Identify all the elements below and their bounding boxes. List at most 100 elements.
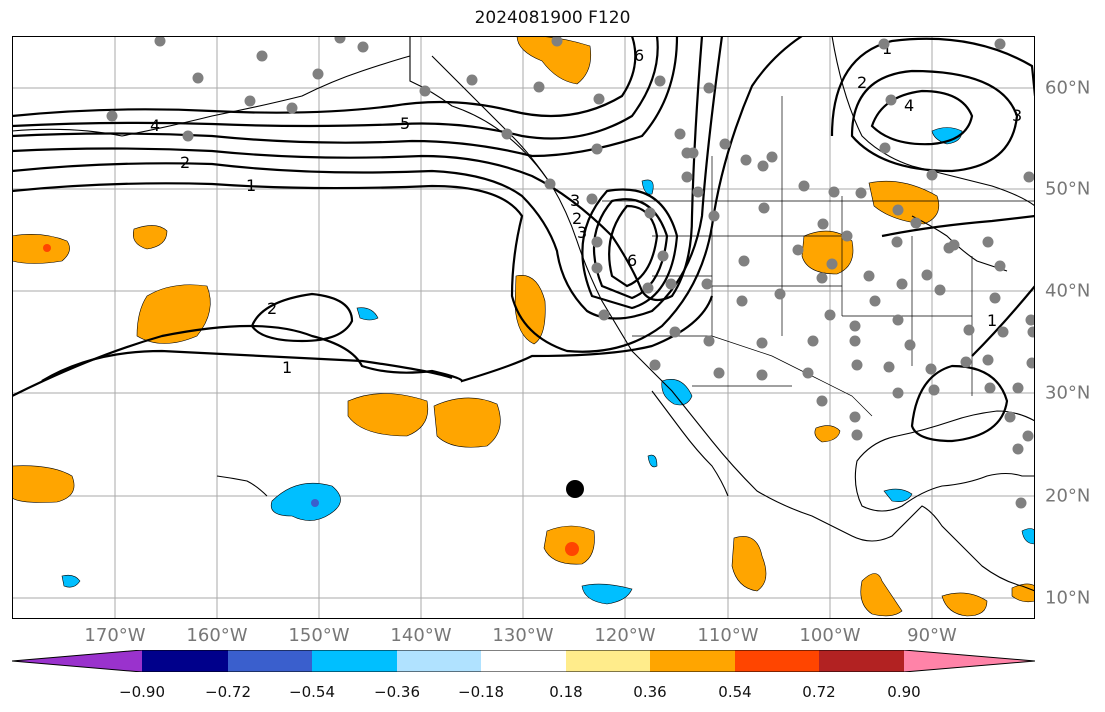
negative-anomaly-core — [311, 499, 319, 507]
colorbar-tick-label: −0.90 — [119, 683, 165, 701]
colorbar — [12, 650, 1035, 672]
positive-anomaly-patch — [731, 536, 767, 592]
contour-label: 4 — [904, 96, 914, 115]
contour-line — [12, 295, 714, 397]
negative-anomaly-patch — [641, 179, 654, 195]
contour-label: 6 — [634, 46, 644, 65]
contour-line — [250, 292, 354, 343]
colorbar-tick-label: 0.36 — [633, 683, 667, 701]
lon-label: 150°W — [288, 625, 350, 646]
negative-anomaly-patch — [883, 488, 913, 502]
contour-line — [581, 188, 679, 310]
contour-label: 2 — [180, 153, 190, 172]
contour-line — [12, 36, 679, 158]
colorbar-bin — [735, 650, 819, 672]
lon-label: 170°W — [84, 625, 146, 646]
north-america-coast — [409, 36, 1035, 592]
lon-label: 140°W — [390, 625, 452, 646]
contour-label: 1 — [987, 311, 997, 330]
positive-anomaly-patch — [516, 36, 591, 85]
contour-line — [850, 69, 1019, 173]
lon-label: 110°W — [697, 625, 759, 646]
positive-anomaly-patch — [347, 393, 429, 437]
contour-label: 3 — [570, 191, 580, 210]
colorbar-tick-label: −0.18 — [458, 683, 504, 701]
station-markers — [106, 36, 1035, 509]
lon-label: 120°W — [594, 625, 656, 646]
baja-california — [651, 390, 729, 497]
positive-anomaly-patch — [514, 274, 546, 345]
contour-label: 5 — [400, 114, 410, 133]
lat-label: 20°N — [1045, 485, 1091, 507]
lat-label: 60°N — [1045, 77, 1091, 99]
lat-label: 30°N — [1045, 382, 1091, 404]
colorbar-extend-high — [904, 650, 1035, 672]
positive-anomaly-patch — [133, 225, 168, 250]
colorbar-tick-label: −0.36 — [374, 683, 420, 701]
positive-anomaly-patch — [433, 397, 501, 448]
colorbar-tick-label: 0.72 — [802, 683, 836, 701]
colorbar-bin — [142, 650, 228, 672]
positive-anomaly-core — [565, 542, 579, 556]
colorbar-tick-label: 0.90 — [887, 683, 921, 701]
colorbar-tick-label: −0.72 — [205, 683, 251, 701]
contour-line — [910, 364, 1009, 443]
colorbar-bin — [312, 650, 397, 672]
negative-anomaly-patch — [1021, 528, 1035, 545]
map-panel: 6 5 4 3 2 1 2 1 6 3 2 1 2 4 3 1 — [12, 36, 1035, 619]
lon-label: 100°W — [799, 625, 861, 646]
negative-anomaly-patch — [647, 454, 658, 468]
negative-anomaly-patch — [356, 307, 379, 321]
negative-anomaly-patch — [270, 482, 341, 521]
colorbar-tick-label: 0.54 — [718, 683, 752, 701]
colorbar-bin — [228, 650, 312, 672]
contour-label: 2 — [267, 299, 277, 318]
lat-label: 10°N — [1045, 587, 1091, 609]
storm-marker — [566, 480, 584, 498]
hudson-bay — [831, 36, 1035, 207]
colorbar-extend-low — [12, 650, 142, 672]
colorbar-bin — [566, 650, 650, 672]
lon-label: 90°W — [907, 625, 957, 646]
positive-anomaly-core — [43, 244, 51, 252]
negative-anomaly-patch — [61, 574, 81, 588]
lat-label: 40°N — [1045, 280, 1091, 302]
contour-line — [830, 37, 1035, 137]
contour-label: 1 — [246, 176, 256, 195]
contour-label: 2 — [857, 73, 867, 92]
positive-anomaly-patch — [12, 234, 70, 264]
colorbar-bin — [481, 650, 566, 672]
contour-label: 6 — [627, 251, 637, 270]
contour-label: 3 — [577, 223, 587, 242]
contour-line — [12, 36, 659, 140]
positive-anomaly-patch — [860, 573, 903, 617]
map-title: 2024081900 F120 — [474, 8, 631, 28]
contour-label: 1 — [282, 358, 292, 377]
gulf-coast — [854, 410, 1035, 512]
negative-anomaly-patch — [931, 127, 963, 145]
negative-anomaly-patch — [581, 583, 633, 605]
positive-anomaly-patch — [941, 592, 988, 617]
lon-label: 130°W — [492, 625, 554, 646]
lat-label: 50°N — [1045, 178, 1091, 200]
contour-label: 3 — [1012, 106, 1022, 125]
contours — [12, 36, 1035, 443]
hawaii — [216, 475, 268, 497]
colorbar-tick-label: −0.54 — [289, 683, 335, 701]
colorbar-bin — [650, 650, 735, 672]
negative-anomaly-patch — [661, 379, 693, 406]
positive-anomaly-patch — [12, 465, 75, 503]
canada-coast — [431, 55, 553, 187]
colorbar-bin — [819, 650, 904, 672]
positive-anomaly-patch — [814, 425, 841, 443]
colorbar-tick-label: 0.18 — [549, 683, 583, 701]
great-lakes — [911, 215, 1008, 272]
contour-label: 2 — [572, 209, 582, 228]
anomaly-shading — [12, 36, 1035, 617]
contour-line — [881, 214, 1035, 238]
contour-line — [12, 36, 704, 302]
contour-labels: 6 5 4 3 2 1 2 1 6 3 2 1 2 4 3 1 — [150, 39, 1022, 377]
contour-label: 4 — [150, 116, 160, 135]
positive-anomaly-patch — [136, 284, 211, 344]
contour-line — [971, 285, 1035, 357]
